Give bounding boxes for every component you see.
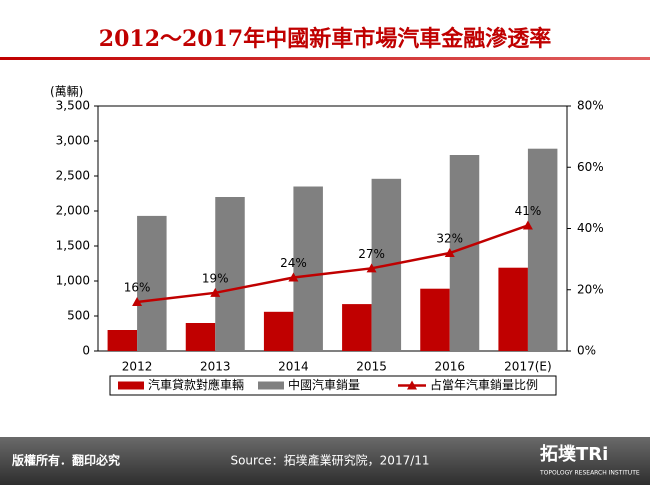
legend-swatch [118,381,144,390]
data-label: 16% [124,281,151,295]
bar [342,304,372,351]
line [136,224,529,304]
data-label: 27% [358,247,385,261]
y-tick-label: 3,000 [56,134,90,148]
data-label: 19% [202,271,229,285]
x-tick-label: 2017(E) [504,360,551,374]
x-tick-label: 2014 [278,360,309,374]
y2-tick-label: 40% [577,221,604,235]
source: Source：拓墣產業研究院，2017/11 [230,453,429,468]
bar [263,311,294,351]
legend-swatch [258,381,284,390]
y-tick-label: 0 [82,344,90,358]
y-tick-label: 2,500 [56,169,90,183]
bar [215,197,245,351]
y2-tick-label: 20% [577,282,604,296]
x-tick-label: 2016 [434,360,465,374]
line-marker [210,287,221,297]
line-marker [366,263,377,273]
x-tick-label: 2013 [200,360,231,374]
bar [185,323,216,351]
legend-label: 中國汽車銷量 [288,377,360,392]
y2-tick-label: 60% [577,160,604,174]
line-marker [522,220,533,230]
bar [107,330,138,351]
logo: 拓墣TRi [540,443,608,465]
plot-frame [97,105,568,352]
footer-bar [0,437,650,485]
title-rule [0,57,650,60]
x-tick-label: 2015 [356,360,387,374]
data-label: 32% [436,232,463,246]
y2-tick-label: 80% [577,99,604,113]
legend-marker [407,380,417,390]
y-tick-label: 2,000 [56,204,90,218]
bar [137,215,167,351]
y2-tick-label: 0% [577,344,596,358]
logo-sub: TOPOLOGY RESEARCH INSTITUTE [539,470,640,477]
y-tick-label: 3,500 [56,99,90,113]
line-marker [444,248,455,257]
legend-label: 占當年汽車銷量比例 [430,377,538,392]
bar [293,186,323,351]
line-marker [288,272,299,282]
data-label: 41% [515,204,542,218]
bar [498,267,528,351]
legend-label: 汽車貸款對應車輛 [148,377,244,392]
data-label: 24% [280,256,307,270]
line-marker [132,297,143,306]
x-tick-label: 2012 [122,360,153,374]
y-tick-label: 1,500 [56,239,90,253]
y-tick-label: 1,000 [56,274,90,288]
y-tick-label: 500 [67,309,90,323]
bar [420,288,450,351]
chart-title: 2012～2017年中國新車市場汽車金融滲透率 [99,26,551,52]
legend-frame [109,375,557,396]
copyright: 版權所有．翻印必究 [12,453,120,468]
bar [449,155,480,351]
y-axis-label: (萬輛) [50,85,83,99]
bar [527,148,558,351]
